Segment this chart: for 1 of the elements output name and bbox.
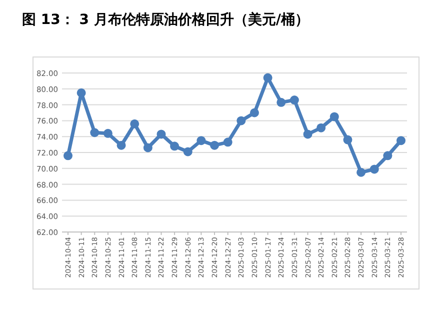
title: 图 13： 3 月布伦特原油价格回升（美元/桶） — [22, 12, 309, 28]
